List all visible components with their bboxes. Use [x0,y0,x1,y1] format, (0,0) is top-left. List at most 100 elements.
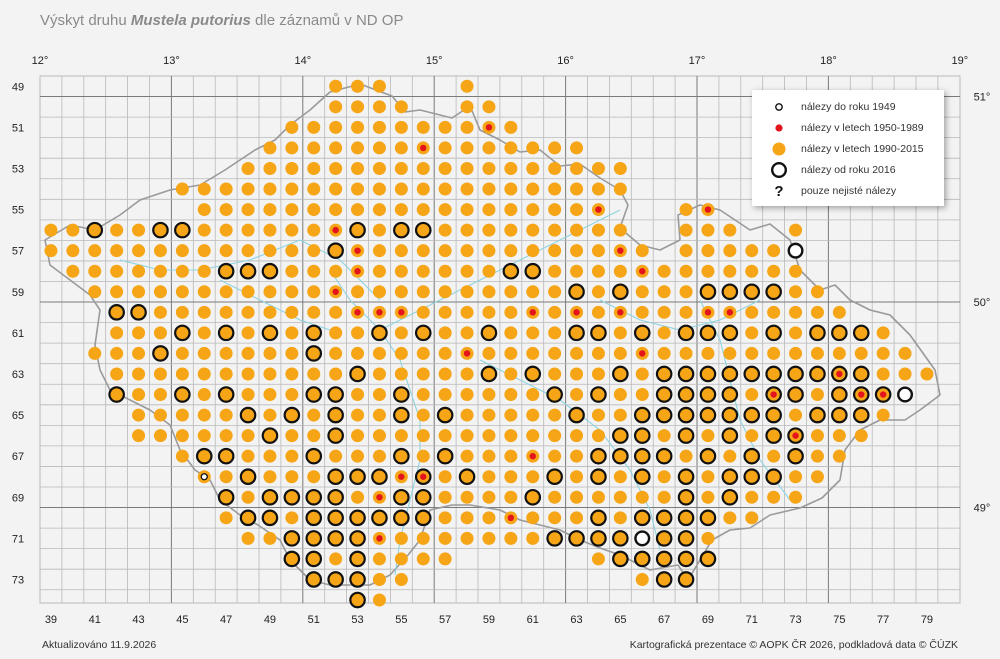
orange-dot [241,449,255,463]
orange-dot [548,161,562,175]
orange-dot [372,141,386,155]
red-dot [398,473,405,480]
orange-dot [132,346,146,360]
red-dot [639,268,646,275]
orange-dot [394,264,408,278]
orange-dot [175,305,189,319]
ring-2016 [305,530,323,547]
orange-dot [789,285,803,299]
orange-dot [175,367,189,381]
orange-dot [329,367,343,381]
orange-dot [372,367,386,381]
top-axis-label: 16° [557,55,574,67]
orange-dot [701,367,715,381]
ring-2016 [633,550,651,568]
orange-dot [197,367,211,381]
ring-2016 [414,488,432,506]
bottom-axis-label: 77 [877,614,889,626]
orange-dot [394,100,408,114]
ring-2016 [721,488,739,506]
orange-dot [307,305,321,319]
orange-dot [219,264,233,278]
orange-dot [394,449,408,463]
orange-dot [394,429,408,443]
legend-label: nálezy do roku 1949 [801,101,896,113]
orange-dot [329,511,343,525]
left-axis-label: 71 [12,533,24,545]
orange-dot [635,326,649,340]
orange-dot [591,408,605,422]
orange-dot [613,346,627,360]
orange-dot [482,511,496,525]
orange-dot [570,388,584,402]
orange-dot [351,449,365,463]
ring-2016 [261,488,279,506]
orange-dot [416,346,430,360]
orange-dot [854,326,868,340]
orange-dot [372,388,386,402]
orange-dot [197,408,211,422]
orange-dot [153,326,167,340]
ring-2016 [327,530,344,547]
orange-dot [723,367,737,381]
orange-dot [460,161,474,175]
ring-2016 [721,468,739,486]
ring-2016 [349,571,366,588]
orange-dot [197,223,211,237]
orange-dot [526,346,540,360]
orange-dot [110,346,124,360]
orange-dot [263,285,277,299]
orange-dot [132,326,146,340]
legend-item-1990-2015: nálezy v letech 1990-2015 [752,140,944,158]
red-dot [704,206,712,213]
orange-dot [394,531,408,545]
orange-dot [438,346,452,360]
orange-dot [285,244,299,258]
orange-dot [701,346,715,360]
orange-dot [241,223,255,237]
orange-dot [591,511,605,525]
ring-2016 [261,324,279,342]
ring-2016 [371,324,388,342]
orange-dot [307,346,321,360]
ring-2016 [874,386,892,403]
orange-dot [416,244,430,258]
orange-dot [307,552,321,566]
orange-dot [263,490,277,504]
ring-2016 [765,468,782,486]
orange-dot [723,264,737,278]
ring-2016 [393,447,410,465]
orange-dot [175,244,189,258]
orange-dot [307,264,321,278]
orange-dot [854,367,868,381]
orange-dot [263,244,277,258]
ring-2016 [765,427,782,444]
ring-2016 [393,488,410,506]
orange-dot [110,305,124,319]
orange-dot [591,346,605,360]
orange-dot [460,429,474,443]
orange-dot [132,388,146,402]
orange-dot [351,593,365,607]
orange-dot [175,388,189,402]
orange-dot [723,346,737,360]
orange-dot [394,511,408,525]
orange-dot [613,367,627,381]
orange-dot [241,367,255,381]
red-dot [354,309,361,316]
title-species: Mustela putorius [130,12,251,29]
ring-2016 [699,406,717,424]
orange-dot-icon [772,142,786,156]
red-dot [507,514,515,522]
orange-dot [504,408,518,422]
orange-dot [767,490,781,504]
red-dot [639,350,646,357]
orange-dot [416,182,430,196]
orange-dot [460,490,474,504]
orange-dot [241,490,255,504]
orange-dot [307,285,321,299]
orange-dot [329,408,343,422]
orange-dot [745,367,759,381]
ring-2016 [261,427,279,444]
orange-dot [657,449,671,463]
